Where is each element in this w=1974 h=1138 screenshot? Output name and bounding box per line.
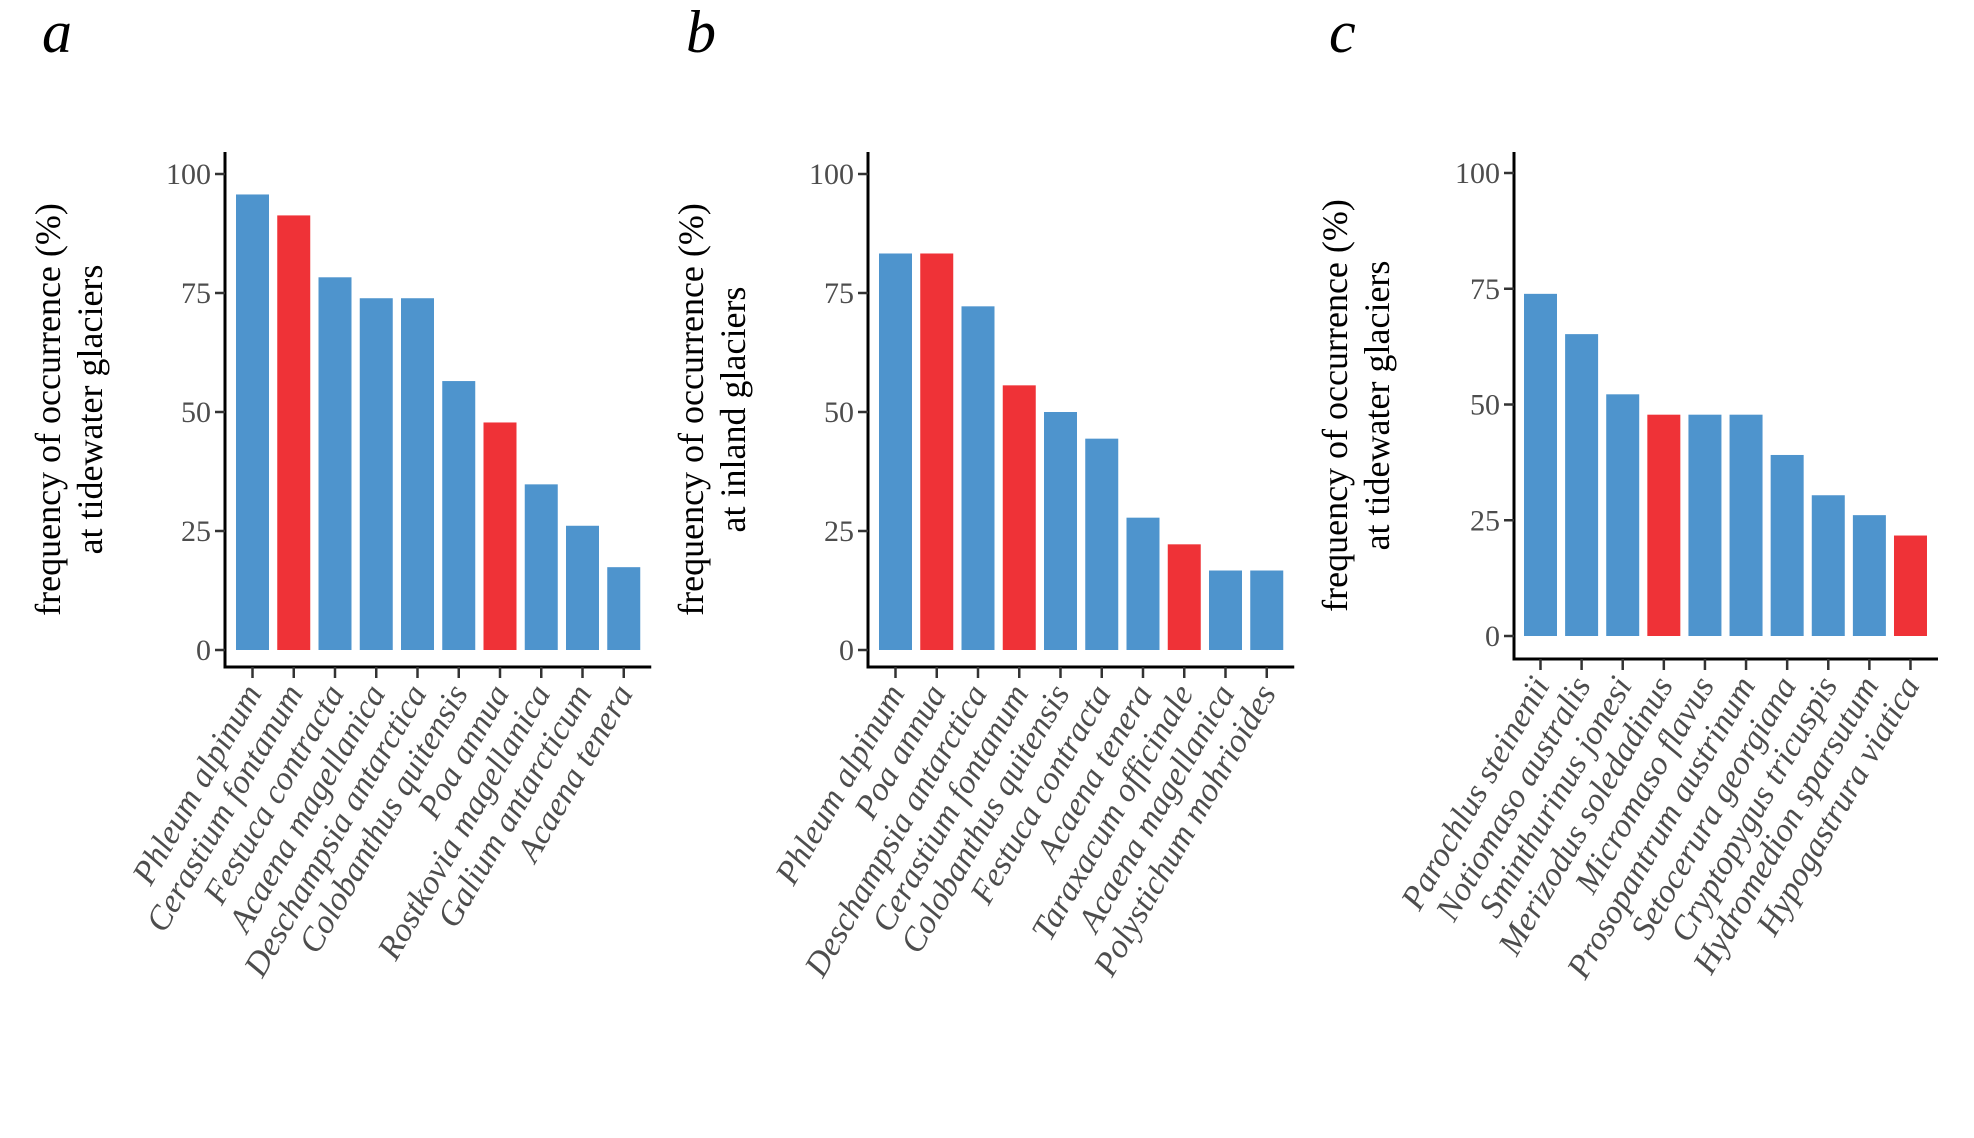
bar-cryptopygus-tricuspis xyxy=(1811,495,1845,636)
y-tick-label-100: 100 xyxy=(809,158,854,191)
bar-hypogastrura-viatica xyxy=(1893,535,1927,636)
bar-rostkovia-magellanica xyxy=(524,484,558,650)
bar-colobanthus-quitensis xyxy=(1044,412,1077,650)
bar-colobanthus-quitensis xyxy=(442,381,476,650)
bar-phleum-alpinum xyxy=(236,194,269,650)
bar-festuca-contracta xyxy=(1085,438,1119,650)
y-tick-label-50: 50 xyxy=(1470,389,1500,422)
panel-a: a frequency of occurrence (%)at tidewater… xyxy=(28,0,652,984)
bar-phleum-alpinum xyxy=(879,253,912,650)
y-tick-label-75: 75 xyxy=(1470,273,1500,306)
bar-deschampsia-antarctica xyxy=(961,306,995,650)
y-tick-label-25: 25 xyxy=(181,515,211,548)
y-tick-label-100: 100 xyxy=(1455,157,1500,190)
bar-notiomaso-australis xyxy=(1565,334,1599,636)
bar-acaena-magellanica xyxy=(1209,570,1242,650)
bar-acaena-tenera xyxy=(607,567,641,650)
bar-acaena-magellanica xyxy=(359,298,393,650)
bar-cerastium-fontanum xyxy=(1002,385,1036,650)
panel-b: b frequency of occurrence (%)at inland gl… xyxy=(671,0,1295,984)
panel-letter: c xyxy=(1329,0,1356,65)
bar-poa-annua xyxy=(920,253,954,650)
bar-micromaso-flavus xyxy=(1688,414,1722,636)
y-tick-label-75: 75 xyxy=(824,277,854,310)
bar-hydromedion-sparsutum xyxy=(1852,515,1886,636)
bar-parochlus-steinenii xyxy=(1524,293,1557,636)
y-tick-label-75: 75 xyxy=(181,277,211,310)
y-axis-label: frequency of occurrence (%)at inland gla… xyxy=(671,203,753,616)
bar-setocerura-georgiana xyxy=(1770,454,1804,636)
bar-merizodus-soledadinus xyxy=(1647,414,1681,636)
bar-cerastium-fontanum xyxy=(277,215,311,651)
bar-galium-antarcticum xyxy=(566,525,599,650)
bar-taraxacum-officinale xyxy=(1167,544,1201,650)
panel-c: c frequency of occurrence (%)at tidewater… xyxy=(1315,0,1938,986)
y-tick-label-25: 25 xyxy=(824,515,854,548)
y-tick-label-50: 50 xyxy=(181,396,211,429)
bar-acaena-tenera xyxy=(1126,517,1160,650)
y-tick-label-0: 0 xyxy=(839,634,854,667)
bar-festuca-contracta xyxy=(318,277,352,650)
bar-deschampsia-antarctica xyxy=(401,298,434,650)
panel-letter: b xyxy=(686,0,716,65)
bar-poa-annua xyxy=(483,422,517,650)
y-tick-label-50: 50 xyxy=(824,396,854,429)
y-tick-label-0: 0 xyxy=(1485,620,1500,653)
y-tick-label-0: 0 xyxy=(196,634,211,667)
bar-prosopantrum-austrinum xyxy=(1729,414,1763,636)
bar-sminthurinus-jonesi xyxy=(1606,394,1640,636)
bar-polystichum-mohrioides xyxy=(1250,570,1284,650)
y-axis-label: frequency of occurrence (%)at tidewater … xyxy=(28,203,110,616)
y-tick-label-25: 25 xyxy=(1470,504,1500,537)
y-axis-label: frequency of occurrence (%)at tidewater … xyxy=(1315,199,1397,612)
panel-letter: a xyxy=(42,0,72,65)
y-tick-label-100: 100 xyxy=(166,158,211,191)
